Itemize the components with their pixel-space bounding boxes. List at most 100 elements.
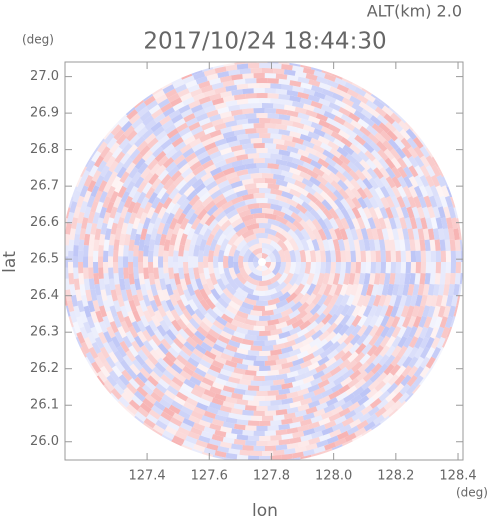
radar-texture <box>225 343 238 353</box>
radar-texture <box>338 129 351 140</box>
radar-texture <box>73 245 79 257</box>
radar-texture <box>153 244 160 257</box>
radar-texture <box>179 294 190 307</box>
radar-texture <box>362 370 375 383</box>
radar-texture <box>382 372 394 385</box>
radar-texture <box>331 422 345 432</box>
radar-texture <box>165 425 178 436</box>
radar-texture <box>76 195 85 208</box>
radar-texture <box>255 285 269 292</box>
radar-texture <box>267 369 280 376</box>
radar-texture <box>215 175 228 185</box>
radar-texture <box>113 161 125 174</box>
radar-texture <box>297 76 310 84</box>
radar-texture <box>248 262 256 272</box>
radar-texture <box>334 207 345 220</box>
radar-texture <box>394 294 402 308</box>
radar-texture <box>182 203 193 216</box>
radar-texture <box>285 292 298 304</box>
radar-texture <box>408 165 419 178</box>
radar-texture <box>367 379 380 392</box>
radar-texture <box>105 155 116 168</box>
radar-texture <box>113 128 125 141</box>
radar-texture <box>294 106 307 115</box>
radar-texture <box>289 421 302 429</box>
radar-texture <box>309 176 322 187</box>
radar-texture <box>374 186 385 199</box>
radar-texture <box>340 113 353 124</box>
radar-texture <box>333 349 346 361</box>
radar-texture <box>195 76 208 85</box>
radar-texture <box>451 294 459 307</box>
radar-texture <box>275 108 288 116</box>
radar-texture <box>212 64 224 70</box>
radar-texture <box>358 412 371 423</box>
radar-texture <box>341 97 354 107</box>
radar-texture <box>122 335 133 348</box>
radar-texture <box>434 239 441 251</box>
radar-texture <box>350 187 362 200</box>
radar-texture <box>310 121 323 131</box>
radar-texture <box>247 188 260 195</box>
radar-texture <box>233 234 245 247</box>
radar-texture <box>222 95 235 103</box>
radar-texture <box>400 137 412 150</box>
radar-texture <box>411 206 420 219</box>
radar-texture <box>310 393 323 403</box>
radar-texture <box>357 150 370 163</box>
radar-texture <box>391 166 402 179</box>
radar-texture <box>256 112 268 119</box>
radar-texture <box>253 193 265 199</box>
radar-texture <box>83 233 91 246</box>
radar-texture <box>200 85 214 94</box>
radar-texture <box>294 409 307 418</box>
radar-texture <box>160 211 170 225</box>
radar-texture <box>214 210 227 223</box>
radar-texture <box>219 441 232 449</box>
subtitle: ALT(km) 2.0 <box>367 2 462 21</box>
radar-texture <box>159 233 167 246</box>
radar-texture <box>264 262 271 269</box>
radar-texture <box>160 338 172 351</box>
radar-texture <box>243 280 257 291</box>
radar-texture <box>379 166 390 179</box>
radar-texture <box>242 409 254 416</box>
radar-texture <box>308 399 321 409</box>
radar-texture <box>328 390 341 400</box>
radar-image <box>65 62 463 460</box>
radar-texture <box>233 93 246 101</box>
radar-texture <box>214 102 227 110</box>
radar-texture <box>162 84 175 94</box>
radar-texture <box>343 238 351 252</box>
radar-texture <box>193 384 206 394</box>
radar-texture <box>175 158 188 170</box>
radar-texture <box>391 176 402 189</box>
radar-texture <box>395 250 401 262</box>
radar-texture <box>241 229 255 239</box>
radar-texture <box>198 80 211 89</box>
radar-texture <box>182 96 195 107</box>
radar-texture <box>157 343 169 355</box>
radar-texture <box>355 250 361 262</box>
radar-texture <box>184 361 197 372</box>
radar-texture <box>385 185 396 199</box>
radar-texture <box>114 151 126 164</box>
radar-texture <box>73 278 81 291</box>
radar-texture <box>174 430 188 441</box>
radar-texture <box>168 324 180 337</box>
radar-texture <box>206 368 220 378</box>
radar-texture <box>195 402 209 411</box>
radar-texture <box>165 309 176 323</box>
radar-texture <box>190 104 204 114</box>
radar-texture <box>275 88 288 95</box>
radar-texture <box>270 348 283 356</box>
radar-texture <box>297 424 310 433</box>
radar-texture <box>435 250 441 262</box>
radar-texture <box>358 239 366 252</box>
radar-texture <box>202 228 212 241</box>
radar-texture <box>283 300 296 311</box>
radar-texture <box>400 250 406 262</box>
radar-texture <box>228 300 241 311</box>
radar-texture <box>409 294 418 307</box>
radar-texture <box>165 299 175 312</box>
